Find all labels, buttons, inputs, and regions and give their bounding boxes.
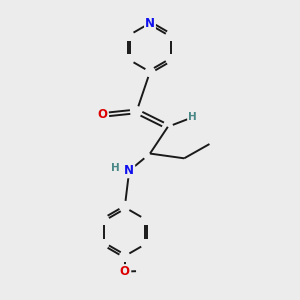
Text: N: N: [124, 164, 134, 177]
Text: N: N: [145, 16, 155, 30]
Text: O: O: [98, 108, 107, 122]
Text: H: H: [188, 112, 197, 122]
Text: O: O: [120, 265, 130, 278]
Text: H: H: [111, 164, 119, 173]
